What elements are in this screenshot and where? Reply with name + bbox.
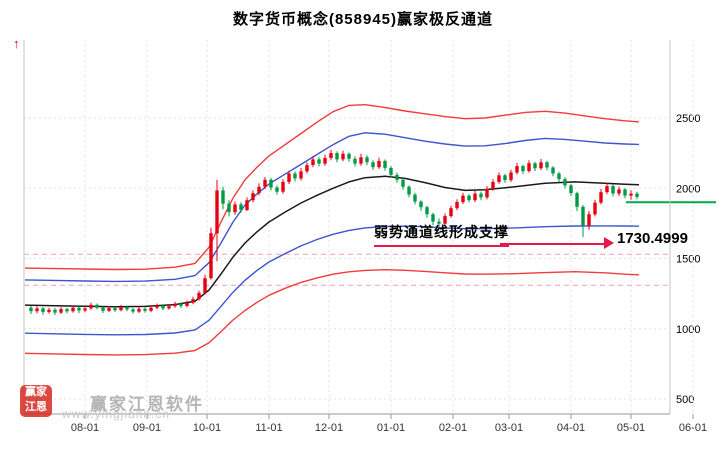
watermark-logo-line2: 江恩 (25, 401, 47, 413)
svg-text:1500: 1500 (676, 254, 700, 266)
support-arrow-shaft (500, 243, 604, 245)
svg-text:09-01: 09-01 (133, 422, 161, 434)
svg-text:2500: 2500 (676, 113, 700, 125)
svg-text:2000: 2000 (676, 183, 700, 195)
band-middle (24, 175, 640, 308)
band-upper_blue (24, 132, 640, 283)
support-value: 1730.4999 (617, 230, 688, 247)
red-marker-icon: ↑ (13, 36, 20, 51)
svg-text:04-01: 04-01 (557, 422, 585, 434)
svg-text:10-01: 10-01 (193, 422, 221, 434)
svg-text:11-01: 11-01 (255, 422, 282, 434)
svg-text:03-01: 03-01 (495, 422, 523, 434)
band-lower_blue (24, 225, 640, 336)
support-arrow-icon (604, 237, 614, 249)
svg-text:05-01: 05-01 (617, 422, 645, 434)
band-upper_red (24, 103, 640, 271)
support-annotation-text: 弱势通道线形成支撑 (374, 222, 509, 247)
svg-text:12-01: 12-01 (315, 422, 343, 434)
band-lower_red (24, 269, 640, 356)
grid-horizontal (24, 117, 670, 400)
watermark-logo: 赢家 江恩 (20, 385, 52, 417)
x-axis-labels: 08-01 09-01 10-01 11-01 12-01 01-01 02-01 03-01… (71, 422, 707, 434)
svg-text:500: 500 (676, 394, 694, 406)
svg-text:1000: 1000 (676, 324, 700, 336)
y-axis-labels: 2500 2000 1500 1000 500 (676, 113, 700, 406)
watermark-logo-line1: 赢家 (25, 386, 47, 398)
plot-border (23, 40, 671, 415)
svg-text:08-01: 08-01 (71, 422, 99, 434)
svg-text:06-01: 06-01 (679, 422, 707, 434)
chart-title: 数字货币概念(858945)赢家极反通道 (232, 11, 494, 28)
candles-layer (29, 149, 639, 315)
watermark-brand: 赢家江恩软件 (90, 395, 204, 414)
svg-text:01-01: 01-01 (377, 422, 405, 434)
svg-text:02-01: 02-01 (439, 422, 467, 434)
watermark-url: www.yingjiann.cn (62, 407, 171, 421)
